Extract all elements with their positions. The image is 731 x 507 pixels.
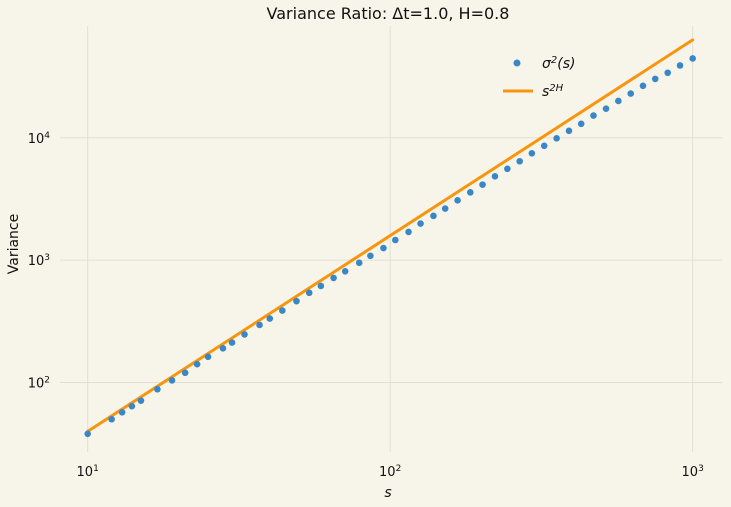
y-tick-label-base: 10 — [28, 132, 45, 147]
data-point — [590, 112, 597, 119]
x-tick-label-exp: 2 — [396, 464, 402, 474]
data-point — [676, 62, 684, 69]
data-point — [540, 142, 548, 150]
data-point — [565, 127, 573, 135]
legend-label-line-exp: 2H — [549, 83, 563, 94]
data-point — [454, 197, 461, 204]
data-point — [341, 268, 349, 275]
x-tick-label-exp: 3 — [698, 464, 704, 474]
legend-marker-scatter — [513, 59, 521, 67]
data-point — [504, 165, 511, 173]
x-tick-label: 103 — [682, 464, 704, 480]
legend-label-scatter-base: σ — [542, 56, 552, 72]
x-tick-label-base: 10 — [77, 465, 94, 480]
data-point — [355, 259, 363, 267]
data-point — [279, 307, 286, 314]
y-tick-label-exp: 4 — [44, 131, 50, 141]
x-axis-label: s — [384, 485, 391, 501]
data-point — [651, 75, 659, 83]
data-point — [204, 353, 212, 361]
data-point — [154, 385, 161, 393]
data-point — [317, 282, 325, 290]
data-point — [430, 212, 437, 220]
data-point — [367, 252, 374, 260]
reference-line — [86, 38, 695, 433]
data-point — [168, 377, 176, 384]
data-point — [181, 369, 189, 377]
y-axis-label: Variance — [6, 214, 22, 274]
y-tick-label: 102 — [28, 375, 50, 391]
data-point — [266, 315, 274, 322]
data-point — [228, 339, 236, 346]
y-tick-label-exp: 3 — [44, 253, 50, 263]
y-tick-label-base: 10 — [28, 376, 45, 391]
data-point — [118, 409, 126, 416]
data-point — [553, 135, 560, 142]
legend-label-scatter-arg: (s) — [557, 56, 575, 72]
legend-label-scatter-exp: 2 — [551, 55, 557, 66]
data-point — [664, 69, 672, 77]
data-point — [241, 331, 248, 338]
data-point — [639, 82, 647, 90]
data-point — [108, 415, 115, 423]
data-point — [615, 97, 622, 105]
legend-label-line: s2H — [542, 83, 564, 101]
data-point — [305, 289, 313, 297]
data-point — [405, 228, 412, 236]
legend-label-scatter: σ2(s) — [542, 55, 575, 73]
chart-title: Variance Ratio: Δt=1.0, H=0.8 — [267, 4, 510, 23]
legend-label-line-base: s — [542, 84, 549, 100]
data-point — [392, 236, 399, 244]
data-point — [128, 402, 136, 410]
data-point — [330, 274, 337, 282]
x-tick-label: 101 — [77, 464, 99, 480]
data-point — [256, 321, 263, 329]
data-point — [441, 205, 449, 212]
y-tick-label: 103 — [28, 253, 50, 269]
x-tick-label-base: 10 — [682, 465, 699, 480]
data-point — [137, 397, 145, 404]
legend: σ2(s) s2H — [503, 55, 575, 101]
y-tick-label-base: 10 — [28, 254, 45, 269]
data-point — [516, 157, 523, 165]
y-tick-label: 104 — [28, 131, 51, 147]
data-point — [466, 189, 474, 196]
line-layer — [86, 38, 695, 433]
x-tick-label-exp: 1 — [93, 464, 99, 474]
data-point — [417, 220, 424, 227]
data-point — [193, 360, 201, 368]
y-tick-label-exp: 2 — [44, 375, 50, 385]
data-point — [627, 90, 635, 97]
data-point — [293, 297, 300, 305]
data-point — [689, 55, 696, 62]
point-layer — [84, 55, 696, 438]
data-point — [602, 105, 610, 112]
x-tick-label-base: 10 — [379, 465, 396, 480]
data-point — [479, 181, 486, 188]
x-tick-label: 102 — [379, 464, 401, 480]
data-point — [491, 173, 499, 180]
data-point — [577, 120, 585, 128]
data-point — [219, 345, 227, 352]
data-point — [84, 430, 91, 438]
data-point — [528, 149, 536, 157]
data-point — [380, 244, 387, 252]
